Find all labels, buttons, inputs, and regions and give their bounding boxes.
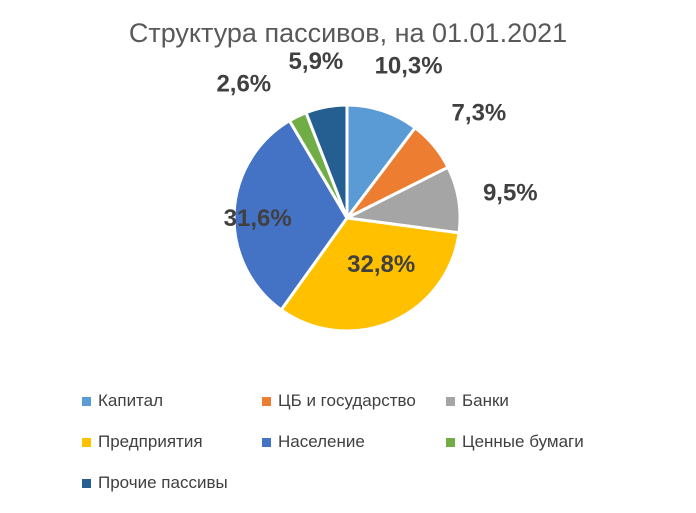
legend-item: Население [262,431,446,453]
pie-slice-4 [279,216,461,333]
data-label-3: 9,5% [483,179,538,206]
legend-swatch [82,396,91,406]
legend-item: Прочие пассивы [82,472,262,494]
legend-label: ЦБ и государство [278,391,416,410]
legend-swatch [446,396,455,406]
legend-label: Предприятия [98,432,203,451]
data-label-7: 5,9% [289,48,344,75]
legend: Капитал ЦБ и государство Банки Предприятия Н… [82,390,642,494]
data-label-6: 2,6% [216,70,271,97]
legend-label: Прочие пассивы [98,473,228,492]
legend-swatch [262,437,271,447]
pie-slice-7 [304,103,349,220]
legend-label: Ценные бумаги [462,432,584,451]
legend-swatch [446,437,455,447]
legend-item: Капитал [82,390,262,412]
legend-label: Банки [462,391,509,410]
legend-item: Банки [446,390,616,412]
legend-item: Предприятия [82,431,262,453]
data-label-5: 31,6% [224,205,292,232]
pie-slice-5 [232,119,349,312]
data-label-2: 7,3% [452,100,507,127]
legend-swatch [262,396,271,406]
legend-label: Население [278,432,365,451]
legend-item: Ценные бумаги [446,431,616,453]
chart-title: Структура пассивов, на 01.01.2021 [128,18,568,48]
data-label-4: 32,8% [347,251,415,278]
legend-label: Капитал [98,391,164,410]
legend-swatch [82,437,91,447]
legend-swatch [82,478,91,488]
data-label-1: 10,3% [375,53,443,80]
legend-item: ЦБ и государство [262,390,446,412]
